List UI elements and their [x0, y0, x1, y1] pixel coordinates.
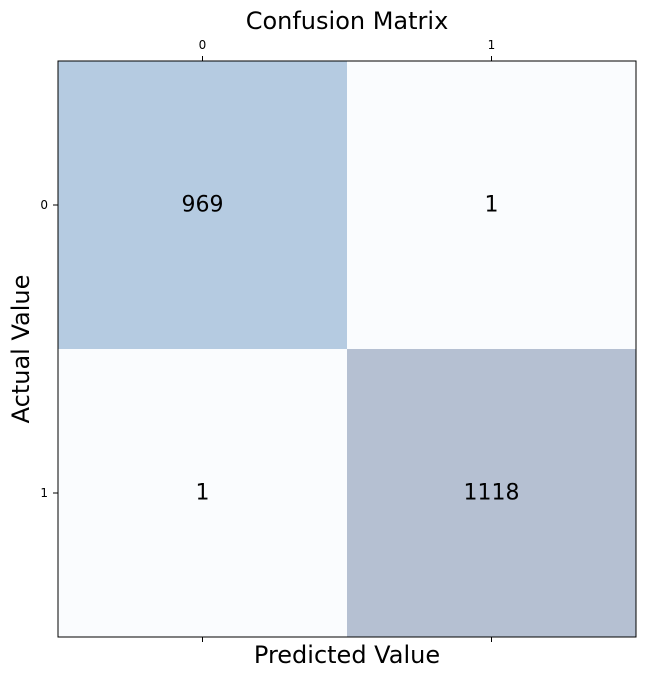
heatmap-cell-0-0: [58, 61, 347, 349]
plot-frame: [57, 60, 637, 638]
heatmap-cell-1-0: [58, 349, 347, 637]
cell-value-1-1: 1118: [464, 481, 520, 506]
x-tick-label-1: 1: [488, 38, 496, 52]
cell-value-0-1: 1: [485, 193, 499, 218]
cell-value-0-0: 969: [182, 193, 224, 218]
cell-value-labels: 969 1 1 1118: [182, 193, 520, 506]
y-axis-label: Actual Value: [7, 275, 35, 424]
x-tick-label-0: 0: [199, 38, 207, 52]
heatmap-cell-1-1: [347, 349, 636, 637]
y-tick-label-1: 1: [40, 486, 48, 500]
y-axis-ticks: 01: [40, 198, 58, 500]
heatmap-cell-0-1: [347, 61, 636, 349]
cell-value-1-0: 1: [196, 481, 210, 506]
chart-title: Confusion Matrix: [246, 7, 449, 35]
x-axis-label: Predicted Value: [254, 641, 440, 669]
y-tick-label-0: 0: [40, 198, 48, 212]
heatmap-cells: [58, 61, 636, 637]
